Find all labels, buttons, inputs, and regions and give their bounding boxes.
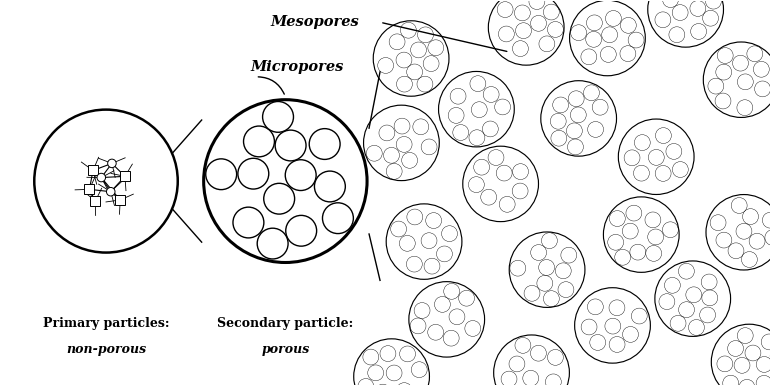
Circle shape bbox=[34, 110, 178, 252]
Circle shape bbox=[315, 171, 345, 202]
Circle shape bbox=[322, 203, 353, 234]
Bar bbox=[84, 185, 95, 194]
Circle shape bbox=[286, 215, 317, 246]
Bar bbox=[90, 196, 100, 206]
Circle shape bbox=[309, 129, 340, 159]
Circle shape bbox=[275, 130, 306, 161]
Bar bbox=[120, 171, 130, 181]
Circle shape bbox=[244, 126, 274, 157]
Circle shape bbox=[206, 159, 237, 190]
Text: Secondary particle:: Secondary particle: bbox=[217, 317, 353, 330]
Circle shape bbox=[233, 207, 264, 238]
Text: Micropores: Micropores bbox=[251, 60, 344, 74]
Circle shape bbox=[258, 228, 288, 259]
Bar bbox=[88, 166, 98, 176]
Circle shape bbox=[263, 102, 294, 132]
Circle shape bbox=[97, 173, 106, 182]
Bar bbox=[115, 195, 125, 205]
Text: non-porous: non-porous bbox=[66, 344, 146, 356]
Text: Mesopores: Mesopores bbox=[271, 15, 359, 29]
Circle shape bbox=[108, 159, 116, 168]
Circle shape bbox=[285, 160, 316, 191]
Text: Primary particles:: Primary particles: bbox=[42, 317, 170, 330]
Circle shape bbox=[106, 188, 115, 196]
Circle shape bbox=[264, 183, 295, 214]
Text: porous: porous bbox=[261, 344, 309, 356]
Circle shape bbox=[238, 158, 269, 189]
